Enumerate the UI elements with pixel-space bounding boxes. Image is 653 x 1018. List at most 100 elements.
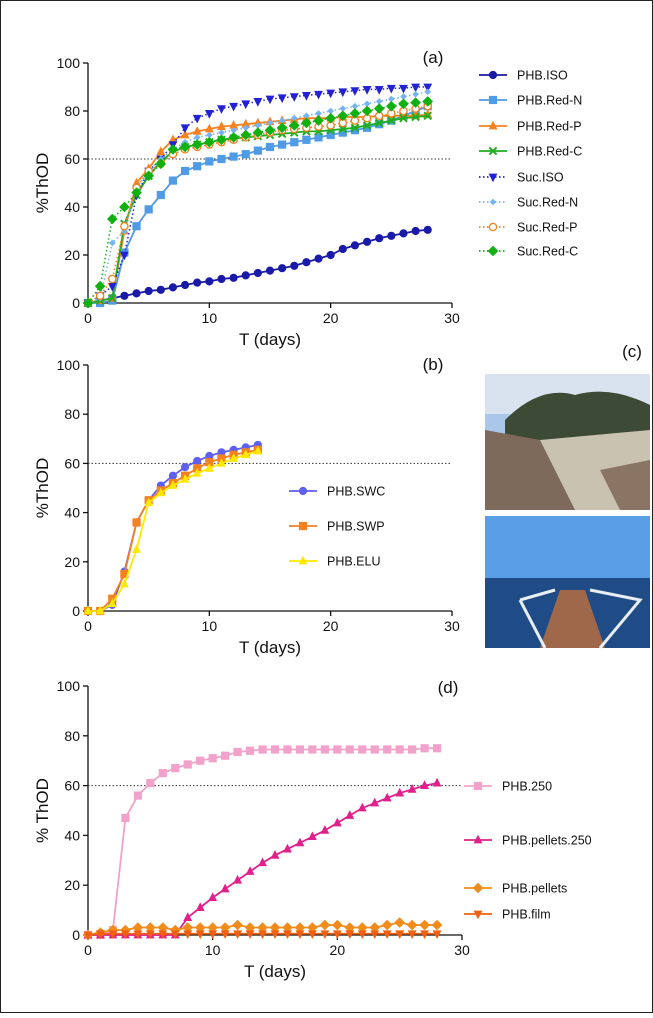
marker [252, 127, 264, 138]
y-tick-label: 80 [64, 728, 80, 744]
marker [332, 930, 342, 940]
marker [326, 89, 336, 99]
y-tick-label: 40 [64, 199, 80, 215]
marker [400, 93, 407, 100]
marker [411, 83, 421, 93]
marker [217, 274, 226, 284]
legend-item: PHB.ELU [289, 555, 381, 569]
marker [387, 116, 396, 125]
marker [253, 445, 263, 455]
marker [320, 745, 329, 754]
marker [205, 157, 214, 166]
marker [432, 930, 442, 940]
line-chart: 0 20 40 60 80 100 0 10 20 30 T (days) %ThOD (a) PHB.I… [33, 48, 582, 349]
series [83, 111, 433, 308]
marker [472, 882, 484, 894]
marker [144, 205, 153, 214]
series [82, 96, 434, 309]
marker [180, 166, 190, 176]
marker [345, 810, 355, 819]
marker [386, 100, 397, 112]
marker [338, 124, 348, 134]
marker [170, 930, 180, 940]
x-tick-label: 20 [323, 310, 339, 326]
marker [410, 97, 421, 108]
marker [283, 843, 292, 853]
series-line [88, 747, 438, 936]
legend-label: PHB.SWP [327, 520, 385, 534]
marker [156, 190, 165, 200]
marker [204, 136, 215, 148]
marker [399, 113, 408, 123]
marker [326, 250, 335, 260]
marker [319, 919, 331, 931]
x-tick-label: 0 [84, 618, 92, 634]
y-tick-label: 0 [72, 603, 80, 619]
y-tick-label: 60 [64, 455, 80, 471]
marker [431, 919, 443, 931]
marker [315, 110, 322, 117]
marker [332, 919, 343, 931]
legend-label: PHB.Red-C [517, 145, 582, 159]
marker [298, 521, 308, 531]
x-axis-label: T (days) [244, 962, 306, 981]
marker [432, 777, 442, 787]
marker [107, 282, 117, 292]
marker [120, 930, 130, 940]
y-tick-label: 40 [64, 827, 80, 843]
marker [473, 834, 483, 844]
marker [132, 518, 141, 527]
marker [399, 84, 408, 94]
legend-item: Suc.Red-C [479, 245, 578, 259]
marker [314, 133, 323, 142]
marker [289, 93, 299, 102]
marker [420, 930, 430, 940]
marker [327, 107, 334, 115]
marker [258, 930, 267, 940]
marker [288, 120, 300, 131]
marker [488, 146, 498, 156]
marker [395, 787, 405, 797]
marker [265, 266, 275, 275]
marker [94, 280, 106, 292]
series-line [87, 86, 428, 304]
legend-item: Suc.ISO [479, 171, 564, 185]
marker [217, 154, 226, 164]
marker [144, 497, 154, 507]
marker [308, 745, 317, 754]
x-tick-label: 30 [444, 310, 460, 326]
marker [180, 280, 190, 290]
marker [398, 98, 409, 110]
marker [350, 123, 360, 133]
marker [307, 930, 317, 940]
line-chart: 0 20 40 60 80 100 0 10 20 30 T (days) %ThOD (b) PHB.S… [33, 355, 460, 657]
trees [505, 391, 650, 440]
marker [195, 902, 205, 911]
y-tick-label: 80 [64, 103, 80, 119]
legend-label: PHB.pellets.250 [502, 834, 592, 848]
marker [241, 100, 251, 110]
marker [283, 745, 292, 754]
marker [411, 112, 420, 122]
marker [208, 754, 217, 763]
marker [253, 146, 262, 155]
marker [383, 745, 392, 754]
y-tick-label: 80 [64, 406, 80, 422]
marker [179, 141, 191, 153]
y-tick-label: 100 [57, 55, 81, 71]
y-axis-label: %ThOD [33, 458, 52, 518]
marker [168, 480, 178, 489]
marker [229, 152, 238, 161]
marker [278, 264, 287, 273]
marker [302, 258, 311, 267]
marker [204, 110, 214, 119]
series [83, 445, 262, 616]
marker [345, 745, 354, 754]
y-tick-label: 20 [64, 554, 80, 570]
marker [95, 291, 105, 301]
line-chart: 0 20 40 60 80 100 0 10 20 30 T (days) % ThOD (d) PHB.… [33, 678, 592, 981]
marker [208, 930, 218, 940]
marker [229, 453, 239, 462]
marker [158, 930, 168, 940]
